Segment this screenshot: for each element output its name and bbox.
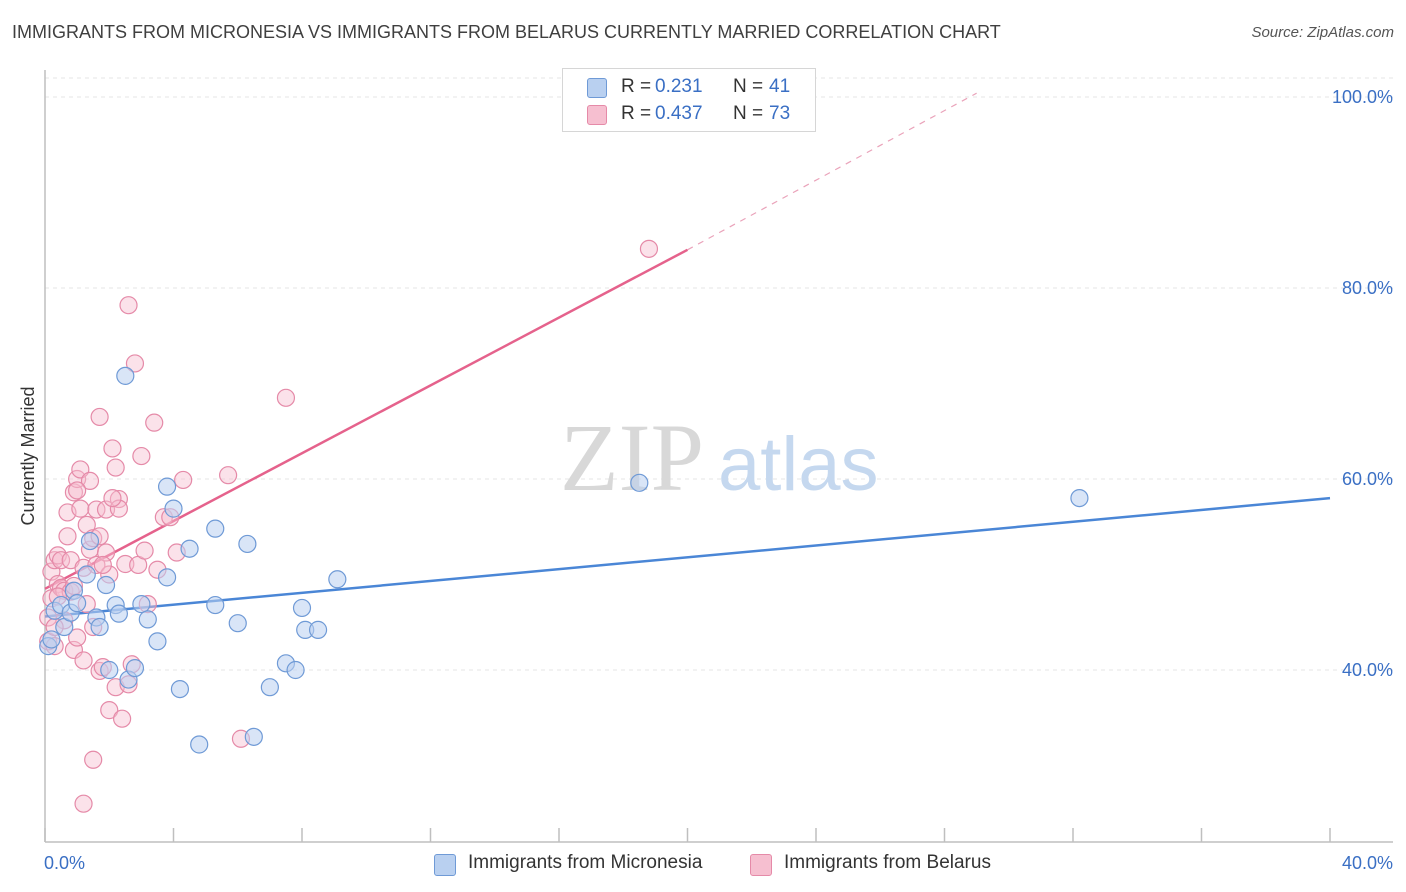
stats-legend: R = 0.231 N = 41 R = 0.437 N = 73 bbox=[562, 68, 816, 132]
points-layer bbox=[39, 239, 1089, 813]
point-micronesia bbox=[109, 604, 128, 623]
point-micronesia bbox=[206, 519, 225, 538]
watermark-atlas: atlas bbox=[718, 422, 879, 507]
point-micronesia bbox=[96, 575, 116, 595]
point-micronesia bbox=[170, 679, 190, 699]
point-belarus bbox=[119, 296, 138, 315]
point-belarus bbox=[93, 555, 112, 575]
point-micronesia bbox=[238, 534, 257, 554]
legend-swatch-micronesia bbox=[587, 78, 607, 98]
point-micronesia bbox=[630, 473, 649, 492]
legend-r-label: R = bbox=[621, 103, 652, 124]
legend-r-value: 0.437 bbox=[655, 103, 703, 124]
legend-n-value: 73 bbox=[769, 103, 791, 124]
point-belarus bbox=[74, 651, 93, 670]
point-micronesia bbox=[148, 632, 167, 651]
point-micronesia bbox=[90, 617, 109, 637]
point-belarus bbox=[68, 628, 87, 647]
point-micronesia bbox=[116, 366, 135, 385]
point-micronesia bbox=[328, 570, 347, 589]
point-belarus bbox=[112, 709, 132, 728]
watermark-zip: ZIP bbox=[560, 404, 704, 511]
bottom-legend-label: Immigrants from Belarus bbox=[784, 852, 991, 873]
point-micronesia bbox=[180, 539, 199, 558]
point-belarus bbox=[84, 750, 103, 769]
point-micronesia bbox=[157, 477, 177, 496]
point-belarus bbox=[276, 388, 296, 407]
point-belarus bbox=[132, 446, 151, 466]
point-belarus bbox=[71, 499, 90, 518]
point-micronesia bbox=[292, 598, 312, 618]
point-micronesia bbox=[100, 660, 119, 680]
point-belarus bbox=[103, 439, 122, 458]
point-belarus bbox=[58, 527, 77, 546]
x-tick-label-min: 0.0% bbox=[44, 853, 85, 873]
axis-layer: 40.0% 60.0% 80.0% 100.0% bbox=[44, 70, 1393, 843]
y-axis-label: Currently Married bbox=[18, 386, 38, 525]
point-micronesia bbox=[244, 727, 263, 746]
point-belarus bbox=[106, 458, 125, 477]
y-tick-label: 100.0% bbox=[1332, 87, 1393, 107]
y-tick-label: 40.0% bbox=[1342, 660, 1393, 680]
point-micronesia bbox=[228, 614, 247, 633]
point-micronesia bbox=[190, 735, 209, 754]
watermark: ZIP atlas bbox=[560, 404, 879, 511]
chart-title: IMMIGRANTS FROM MICRONESIA VS IMMIGRANTS… bbox=[12, 22, 1001, 42]
point-belarus bbox=[51, 551, 71, 570]
point-micronesia bbox=[77, 565, 96, 584]
bottom-legend-label: Immigrants from Micronesia bbox=[468, 852, 703, 873]
point-belarus bbox=[639, 239, 659, 258]
point-belarus bbox=[103, 489, 122, 508]
bottom-legend-swatch-micronesia bbox=[434, 854, 456, 876]
point-belarus bbox=[116, 554, 135, 574]
legend-r-label: R = bbox=[621, 76, 652, 97]
bottom-legend-swatch-belarus bbox=[750, 854, 772, 876]
point-belarus bbox=[109, 489, 128, 509]
point-micronesia bbox=[138, 610, 157, 629]
trend-line-micronesia bbox=[44, 496, 1331, 618]
point-belarus bbox=[64, 483, 84, 502]
point-belarus bbox=[74, 794, 93, 813]
point-micronesia bbox=[206, 595, 225, 615]
point-belarus bbox=[109, 499, 128, 518]
point-micronesia bbox=[157, 568, 177, 587]
legend-n-label: N = bbox=[733, 76, 764, 97]
point-micronesia bbox=[308, 620, 328, 639]
legend-n-value: 41 bbox=[769, 76, 791, 97]
point-belarus bbox=[174, 470, 193, 490]
point-belarus bbox=[96, 500, 116, 519]
legend-r-value: 0.231 bbox=[655, 76, 703, 97]
point-micronesia bbox=[68, 594, 87, 613]
source-label: Source: ZipAtlas.com bbox=[1251, 24, 1394, 41]
x-tick-label-max: 40.0% bbox=[1342, 853, 1393, 873]
point-belarus bbox=[135, 541, 154, 560]
point-belarus bbox=[219, 466, 238, 485]
point-micronesia bbox=[1070, 489, 1089, 508]
y-tick-label: 80.0% bbox=[1342, 278, 1393, 298]
point-micronesia bbox=[164, 499, 183, 518]
point-micronesia bbox=[125, 658, 145, 678]
point-micronesia bbox=[132, 595, 151, 614]
legend-n-label: N = bbox=[733, 103, 764, 124]
point-belarus bbox=[145, 413, 164, 432]
trend-layer bbox=[44, 92, 1331, 618]
trend-line-belarus bbox=[44, 248, 689, 590]
point-belarus bbox=[125, 354, 145, 373]
y-tick-label: 60.0% bbox=[1342, 469, 1393, 489]
point-micronesia bbox=[260, 678, 279, 697]
point-belarus bbox=[87, 500, 106, 519]
point-belarus bbox=[80, 471, 100, 491]
legend-swatch-belarus bbox=[587, 105, 607, 125]
point-belarus bbox=[90, 407, 109, 427]
point-micronesia bbox=[80, 531, 100, 551]
point-micronesia bbox=[42, 630, 61, 649]
point-belarus bbox=[68, 481, 87, 500]
grid-layer bbox=[45, 77, 1393, 671]
point-belarus bbox=[100, 701, 119, 720]
point-micronesia bbox=[286, 660, 305, 680]
